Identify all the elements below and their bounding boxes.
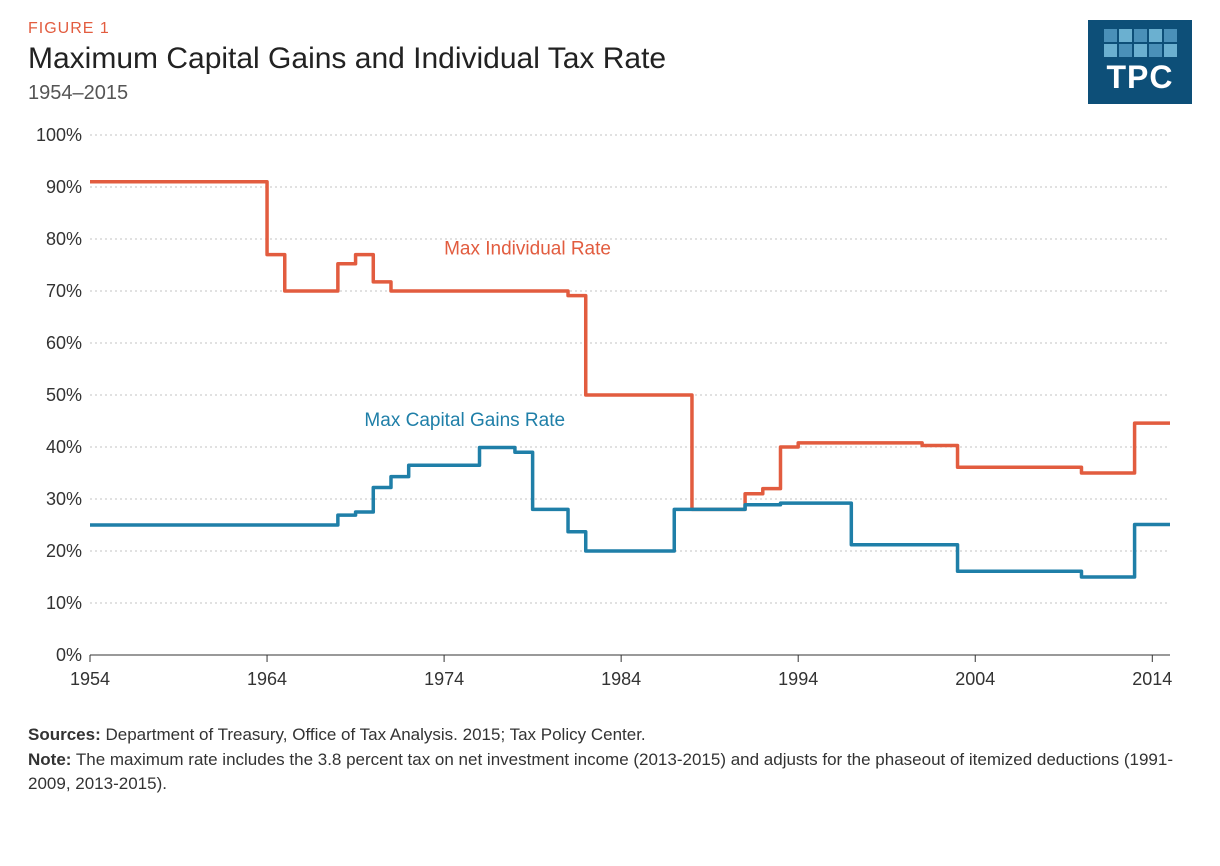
svg-text:90%: 90%	[46, 177, 82, 197]
note-label: Note:	[28, 750, 71, 769]
svg-text:50%: 50%	[46, 385, 82, 405]
svg-text:10%: 10%	[46, 593, 82, 613]
header: FIGURE 1 Maximum Capital Gains and Indiv…	[28, 20, 1192, 105]
note-line: Note: The maximum rate includes the 3.8 …	[28, 748, 1192, 797]
svg-text:2014: 2014	[1132, 669, 1172, 689]
note-text: The maximum rate includes the 3.8 percen…	[28, 750, 1173, 794]
figure-label: FIGURE 1	[28, 20, 1088, 38]
sources-text: Department of Treasury, Office of Tax An…	[101, 725, 646, 744]
chart-area: 0% 10% 20% 30% 40% 50% 60% 70% 80% 90% 100% 1954 196…	[28, 125, 1192, 705]
svg-text:30%: 30%	[46, 489, 82, 509]
logo-grid-icon	[1104, 29, 1177, 57]
svg-text:70%: 70%	[46, 281, 82, 301]
sources-line: Sources: Department of Treasury, Office …	[28, 723, 1192, 748]
title-block: FIGURE 1 Maximum Capital Gains and Indiv…	[28, 20, 1088, 105]
chart-subtitle: 1954–2015	[28, 82, 1088, 105]
svg-text:1984: 1984	[601, 669, 641, 689]
svg-text:1964: 1964	[247, 669, 287, 689]
svg-text:1994: 1994	[778, 669, 818, 689]
svg-text:1974: 1974	[424, 669, 464, 689]
svg-text:100%: 100%	[36, 125, 82, 145]
series-label: Max Capital Gains Rate	[364, 410, 565, 431]
logo-text: TPC	[1107, 59, 1174, 96]
series-label: Max Individual Rate	[444, 239, 611, 260]
svg-text:1954: 1954	[70, 669, 110, 689]
tpc-logo: TPC	[1088, 20, 1192, 104]
svg-text:60%: 60%	[46, 333, 82, 353]
series-line	[90, 182, 1170, 510]
sources-label: Sources:	[28, 725, 101, 744]
svg-text:80%: 80%	[46, 229, 82, 249]
chart-title: Maximum Capital Gains and Individual Tax…	[28, 42, 1088, 76]
footer-notes: Sources: Department of Treasury, Office …	[28, 723, 1192, 797]
svg-text:20%: 20%	[46, 541, 82, 561]
svg-text:0%: 0%	[56, 645, 82, 665]
svg-text:40%: 40%	[46, 437, 82, 457]
svg-text:2004: 2004	[955, 669, 995, 689]
line-chart: 0% 10% 20% 30% 40% 50% 60% 70% 80% 90% 100% 1954 196…	[28, 125, 1188, 705]
